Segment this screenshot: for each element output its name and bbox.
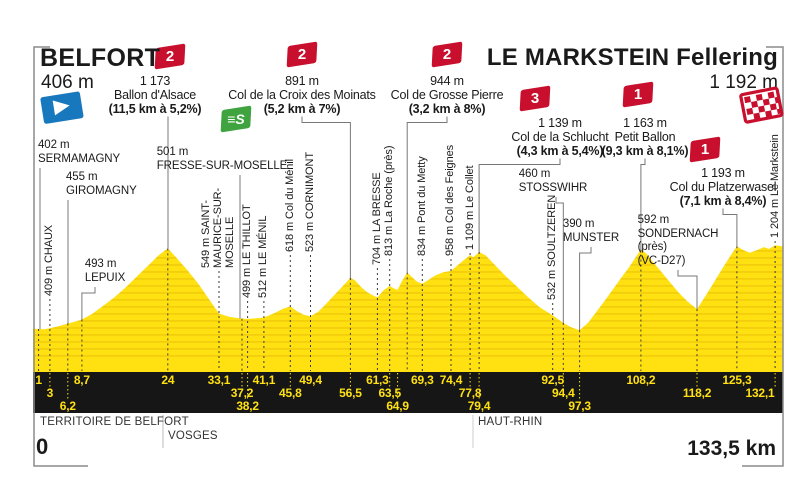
label-leader-line (677, 270, 698, 310)
climb-label-col-du-platzerwasel: 1 193 m Col du Platzerwasel (7,1 km à 8,4%… (669, 166, 777, 208)
elevation-profile-area (33, 245, 783, 371)
finish-elevation: 1 192 m (709, 72, 778, 93)
waypoint-label-sondernach: 592 m SONDERNACH (près) (VC-D27) (637, 214, 719, 267)
km-marker: 74,4 (439, 373, 463, 387)
waypoint-label-lepuix: 493 m LEPUIX (84, 258, 126, 284)
climb-label-ballon-d-alsace: 1 173 Ballon d'Alsace (11,5 km à 5,2%) (108, 74, 202, 116)
category-2-badge-icon: 2 (431, 41, 463, 68)
category-1-badge-icon: 1 (622, 81, 654, 108)
label-leader-line (81, 287, 96, 320)
km-marker: 79,4 (467, 399, 491, 413)
km-marker: 97,3 (568, 399, 591, 413)
km-marker: 37,2 (230, 386, 254, 400)
waypoint-label-giromagny: 455 m GIROMAGNY (66, 171, 137, 197)
start-elevation: 406 m (41, 72, 94, 93)
waypoint-label-munster: 390 m MUNSTER (562, 218, 620, 244)
label-leader-line (579, 247, 592, 331)
waypoint-label-fresse-sur-moselle: 501 m FRESSE-SUR-MOSELLE (156, 146, 288, 172)
category-1-badge-icon: 1 (689, 136, 721, 163)
waypoint-label-pont-du-metty: 834 m Pont du Metty (415, 156, 428, 256)
waypoint-label-la-bresse: 704 m LA BRESSE (370, 172, 383, 265)
climb-label-col-de-la-croix-des-moinats: 891 m Col de la Croix des Moinats (5,2 km … (228, 74, 376, 116)
km-marker: 125,3 (722, 373, 752, 387)
km-marker: 45,8 (279, 386, 302, 400)
km-marker: 63,5 (378, 386, 402, 400)
km-marker: 6,2 (59, 399, 76, 413)
km-marker: 64,9 (386, 399, 409, 413)
start-flag-icon (38, 87, 88, 134)
waypoint-label-col-du-m-nil: 618 m Col du Ménil (283, 159, 296, 252)
km-marker: 61,3 (366, 373, 389, 387)
waypoint-label-col-des-feignes: 958 m Col des Feignes (444, 144, 457, 256)
label-leader-line (640, 158, 646, 250)
department-label-territoire-de-belfort: TERRITOIRE DE BELFORT (40, 416, 189, 428)
km-marker: 3 (46, 386, 54, 400)
department-label-vosges: VOSGES (168, 430, 218, 442)
left-frame-rule (33, 46, 88, 467)
km-marker: 1 (35, 373, 42, 387)
right-frame-rule (742, 46, 784, 467)
start-km-label: 0 (36, 434, 49, 459)
waypoint-label-chaux: 409 m CHAUX (43, 224, 56, 296)
km-marker: 77,8 (458, 386, 482, 400)
km-marker: 33,1 (207, 373, 231, 387)
waypoint-label-le-m-nil: 512 m LE MÉNIL (257, 215, 270, 298)
climb-label-petit-ballon: 1 163 m Petit Ballon (9,3 km à 8,1%) (601, 116, 689, 158)
km-band (33, 372, 783, 413)
km-marker: 56,5 (339, 386, 362, 400)
climb-label-col-de-grosse-pierre: 944 m Col de Grosse Pierre (3,2 km à 8%) (390, 74, 504, 116)
category-2-badge-icon: 2 (286, 41, 318, 68)
finish-town-title: LE MARKSTEIN Fellering (486, 44, 778, 71)
km-marker: 118,2 (682, 386, 712, 400)
category-3-badge-icon: 3 (519, 85, 551, 112)
km-marker: 38,2 (236, 399, 259, 413)
waypoint-label-sermamagny: 402 m SERMAMAGNY (38, 139, 121, 165)
waypoint-label-le-markstein: 1 204 m Le Markstein (768, 134, 781, 238)
km-marker: 8,7 (73, 373, 90, 387)
finish-checkered-flag-icon (737, 83, 787, 134)
km-marker: 108,2 (626, 373, 656, 387)
climb-label-col-de-la-schlucht: 1 139 m Col de la Schlucht (4,3 km à 5,4%) (511, 116, 609, 158)
km-marker: 69,3 (411, 373, 434, 387)
label-leader-line (478, 158, 561, 252)
km-marker: 94,4 (552, 386, 575, 400)
label-leader-line (406, 116, 448, 273)
km-marker: 41,1 (252, 373, 276, 387)
department-label-haut-rhin: HAUT-RHIN (478, 416, 543, 428)
label-leader-line (555, 197, 564, 323)
label-leader-line (722, 208, 738, 247)
km-marker: 92,5 (541, 373, 564, 387)
waypoint-label-soultzeren: 532 m SOULTZEREN (546, 194, 559, 300)
waypoint-label-la-roche-pr-s-: 813 m La Roche (près) (383, 145, 396, 256)
waypoint-label-le-collet: 1 109 m Le Collet (463, 165, 476, 250)
waypoint-label-cornimont: 523 m CORNIMONT (304, 152, 317, 252)
km-marker: 132,1 (745, 386, 775, 400)
waypoint-label-stosswihr: 460 m STOSSWIHR (518, 168, 588, 194)
waypoint-label-le-thillot: 499 m LE THILLOT (241, 204, 254, 298)
label-leader-line (301, 116, 351, 278)
start-town-title: BELFORT (40, 44, 161, 72)
km-marker: 49,4 (299, 373, 322, 387)
waypoint-label-saint-maurice-sur-moselle: 549 m SAINT- MAURICE-SUR- MOSELLE (200, 187, 237, 268)
km-marker: 24 (161, 373, 175, 387)
total-distance-label: 133,5 km (687, 437, 776, 460)
